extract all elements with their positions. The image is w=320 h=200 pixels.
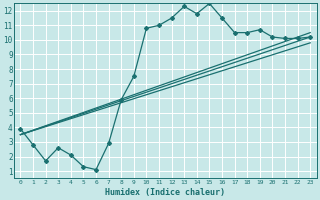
X-axis label: Humidex (Indice chaleur): Humidex (Indice chaleur) [105, 188, 225, 197]
